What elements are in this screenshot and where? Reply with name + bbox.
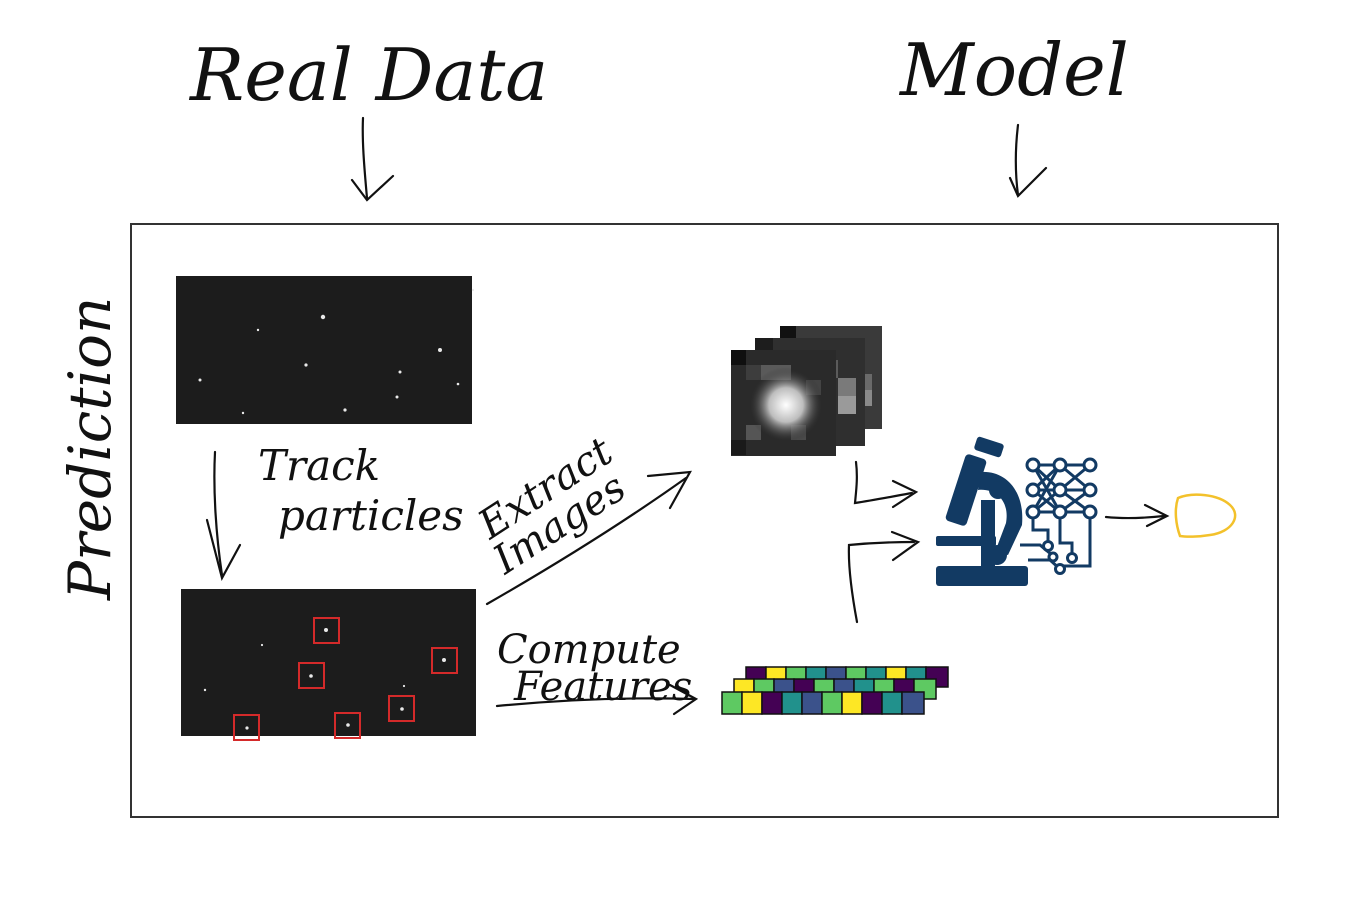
feature-row-front <box>721 691 925 715</box>
model-title: Model <box>898 28 1129 112</box>
model-to-output-arrow <box>1104 503 1170 528</box>
track-particles-label-line1: Track <box>258 441 380 490</box>
feature-vectors <box>721 666 949 715</box>
detection-box <box>233 714 260 741</box>
track-particles-label-line2: particles <box>278 491 464 540</box>
detection-box <box>298 662 325 689</box>
detection-box <box>431 647 458 674</box>
compute-features-label-line1: Compute <box>497 627 681 673</box>
extracted-image-patches <box>731 326 882 456</box>
track-particles-arrow <box>205 450 242 581</box>
tracked-microscopy-image <box>181 589 476 741</box>
detection-box <box>313 617 340 644</box>
features-to-model-arrow <box>847 530 921 624</box>
extract-images-arrow <box>485 470 692 606</box>
prediction-label: Prediction <box>56 297 124 601</box>
detection-box <box>334 712 361 739</box>
output-blob-icon <box>1174 493 1237 538</box>
prediction-frame <box>130 223 1279 818</box>
real-data-title: Real Data <box>188 33 548 117</box>
images-to-model-arrow <box>853 460 919 509</box>
detection-box <box>388 695 415 722</box>
compute-features-arrow <box>495 683 699 716</box>
image-patch-front <box>731 350 836 456</box>
real-data-down-arrow <box>350 116 395 202</box>
microscope-neural-network-icon <box>936 436 1098 586</box>
model-down-arrow <box>1008 123 1048 198</box>
raw-microscopy-image <box>176 276 475 424</box>
